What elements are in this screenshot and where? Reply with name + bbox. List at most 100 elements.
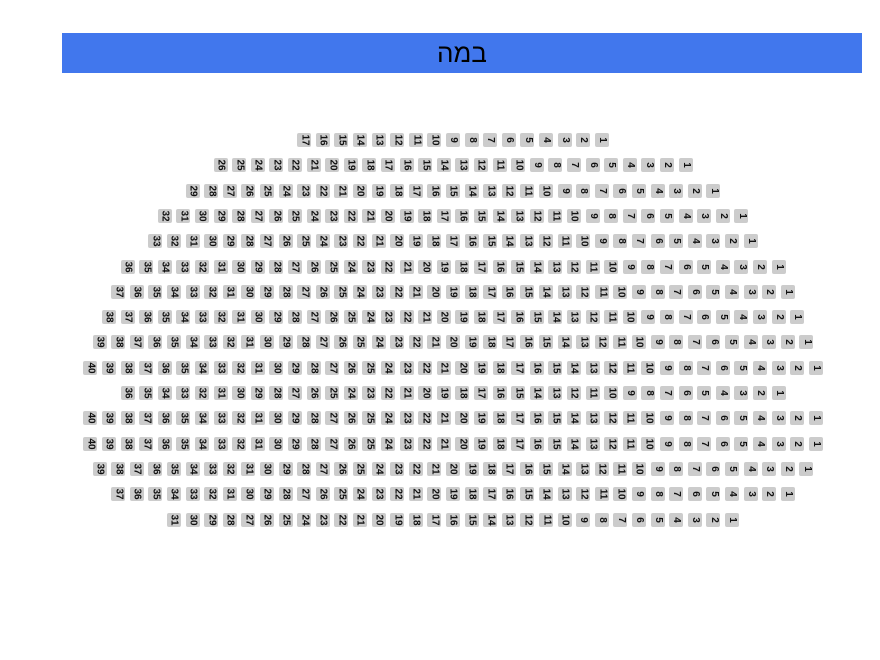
seat-row-14-21[interactable]: 21 bbox=[427, 461, 442, 476]
seat-row-12-17[interactable]: 17 bbox=[511, 411, 526, 426]
seat-row-9-20[interactable]: 20 bbox=[446, 335, 460, 350]
seat-row-14-31[interactable]: 31 bbox=[241, 461, 256, 476]
seat-row-10-14[interactable]: 14 bbox=[566, 360, 581, 375]
seat-row-1-5[interactable]: 5 bbox=[520, 133, 535, 147]
seat-row-14-35[interactable]: 35 bbox=[167, 461, 181, 476]
seat-row-11-30[interactable]: 30 bbox=[232, 386, 247, 400]
seat-row-8-12[interactable]: 12 bbox=[585, 310, 600, 325]
seat-row-14-19[interactable]: 19 bbox=[464, 461, 479, 476]
seat-row-13-22[interactable]: 22 bbox=[418, 436, 433, 451]
seat-row-4-9[interactable]: 9 bbox=[585, 208, 600, 223]
seat-row-2-22[interactable]: 22 bbox=[287, 158, 302, 173]
seat-row-15-37[interactable]: 37 bbox=[111, 487, 126, 502]
seat-row-6-33[interactable]: 33 bbox=[176, 259, 191, 274]
seat-row-4-14[interactable]: 14 bbox=[492, 208, 507, 223]
seat-row-11-7[interactable]: 7 bbox=[659, 386, 674, 400]
seat-row-16-31[interactable]: 31 bbox=[167, 512, 181, 527]
seat-row-16-27[interactable]: 27 bbox=[241, 512, 256, 527]
seat-row-5-21[interactable]: 21 bbox=[371, 234, 386, 249]
seat-row-5-30[interactable]: 30 bbox=[204, 234, 219, 249]
seat-row-10-2[interactable]: 2 bbox=[790, 360, 805, 375]
seat-row-6-21[interactable]: 21 bbox=[399, 259, 414, 274]
seat-row-7-35[interactable]: 35 bbox=[148, 284, 163, 299]
seat-row-15-28[interactable]: 28 bbox=[278, 487, 293, 502]
seat-row-7-20[interactable]: 20 bbox=[427, 284, 442, 299]
seat-row-7-7[interactable]: 7 bbox=[669, 284, 684, 299]
seat-row-3-27[interactable]: 27 bbox=[222, 183, 237, 198]
seat-row-12-36[interactable]: 36 bbox=[157, 411, 172, 426]
seat-row-11-26[interactable]: 26 bbox=[306, 386, 321, 400]
seat-row-2-19[interactable]: 19 bbox=[343, 158, 358, 173]
seat-row-11-9[interactable]: 9 bbox=[622, 386, 637, 400]
seat-row-14-30[interactable]: 30 bbox=[260, 461, 274, 476]
seat-row-4-7[interactable]: 7 bbox=[622, 208, 637, 223]
seat-row-6-30[interactable]: 30 bbox=[232, 259, 247, 274]
seat-row-15-36[interactable]: 36 bbox=[129, 487, 144, 502]
seat-row-16-8[interactable]: 8 bbox=[594, 512, 609, 527]
seat-row-4-31[interactable]: 31 bbox=[176, 208, 191, 223]
seat-row-5-14[interactable]: 14 bbox=[501, 234, 516, 249]
seat-row-16-11[interactable]: 11 bbox=[539, 512, 553, 527]
seat-row-14-22[interactable]: 22 bbox=[408, 461, 423, 476]
seat-row-9-4[interactable]: 4 bbox=[743, 335, 758, 350]
seat-row-6-16[interactable]: 16 bbox=[492, 259, 507, 274]
seat-row-1-13[interactable]: 13 bbox=[371, 133, 386, 147]
seat-row-3-22[interactable]: 22 bbox=[315, 183, 330, 198]
seat-row-15-29[interactable]: 29 bbox=[260, 487, 274, 502]
seat-row-7-14[interactable]: 14 bbox=[539, 284, 553, 299]
seat-row-10-8[interactable]: 8 bbox=[678, 360, 693, 375]
seat-row-3-3[interactable]: 3 bbox=[669, 183, 684, 198]
seat-row-7-37[interactable]: 37 bbox=[111, 284, 126, 299]
seat-row-16-1[interactable]: 1 bbox=[725, 512, 739, 527]
seat-row-10-3[interactable]: 3 bbox=[771, 360, 786, 375]
seat-row-7-5[interactable]: 5 bbox=[706, 284, 721, 299]
seat-row-15-14[interactable]: 14 bbox=[539, 487, 553, 502]
seat-row-12-9[interactable]: 9 bbox=[659, 411, 674, 426]
seat-row-5-19[interactable]: 19 bbox=[408, 234, 423, 249]
seat-row-3-15[interactable]: 15 bbox=[446, 183, 460, 198]
seat-row-11-5[interactable]: 5 bbox=[697, 386, 712, 400]
seat-row-16-18[interactable]: 18 bbox=[408, 512, 423, 527]
seat-row-9-2[interactable]: 2 bbox=[780, 335, 795, 350]
seat-row-12-39[interactable]: 39 bbox=[101, 411, 116, 426]
seat-row-15-7[interactable]: 7 bbox=[669, 487, 684, 502]
seat-row-5-13[interactable]: 13 bbox=[520, 234, 535, 249]
seat-row-10-4[interactable]: 4 bbox=[752, 360, 767, 375]
seat-row-12-1[interactable]: 1 bbox=[808, 411, 823, 426]
seat-row-5-5[interactable]: 5 bbox=[669, 234, 684, 249]
seat-row-9-17[interactable]: 17 bbox=[501, 335, 516, 350]
seat-row-10-7[interactable]: 7 bbox=[697, 360, 712, 375]
seat-row-5-29[interactable]: 29 bbox=[222, 234, 237, 249]
seat-row-5-25[interactable]: 25 bbox=[297, 234, 312, 249]
seat-row-4-25[interactable]: 25 bbox=[287, 208, 302, 223]
seat-row-14-11[interactable]: 11 bbox=[613, 461, 628, 476]
seat-row-2-8[interactable]: 8 bbox=[548, 158, 563, 173]
seat-row-15-4[interactable]: 4 bbox=[725, 487, 739, 502]
seat-row-4-12[interactable]: 12 bbox=[529, 208, 544, 223]
seat-row-8-14[interactable]: 14 bbox=[548, 310, 563, 325]
seat-row-9-10[interactable]: 10 bbox=[632, 335, 646, 350]
seat-row-1-9[interactable]: 9 bbox=[446, 133, 460, 147]
seat-row-14-23[interactable]: 23 bbox=[390, 461, 405, 476]
seat-row-15-1[interactable]: 1 bbox=[780, 487, 795, 502]
seat-row-8-24[interactable]: 24 bbox=[362, 310, 377, 325]
seat-row-16-25[interactable]: 25 bbox=[278, 512, 293, 527]
seat-row-11-11[interactable]: 11 bbox=[585, 386, 600, 400]
seat-row-12-37[interactable]: 37 bbox=[139, 411, 154, 426]
seat-row-9-11[interactable]: 11 bbox=[613, 335, 628, 350]
seat-row-6-18[interactable]: 18 bbox=[455, 259, 470, 274]
seat-row-15-15[interactable]: 15 bbox=[520, 487, 535, 502]
seat-row-8-36[interactable]: 36 bbox=[139, 310, 154, 325]
seat-row-15-13[interactable]: 13 bbox=[557, 487, 572, 502]
seat-row-16-17[interactable]: 17 bbox=[427, 512, 442, 527]
seat-row-10-12[interactable]: 12 bbox=[604, 360, 619, 375]
seat-row-7-2[interactable]: 2 bbox=[762, 284, 777, 299]
seat-row-4-17[interactable]: 17 bbox=[436, 208, 451, 223]
seat-row-2-7[interactable]: 7 bbox=[566, 158, 581, 173]
seat-row-11-6[interactable]: 6 bbox=[678, 386, 693, 400]
seat-row-9-18[interactable]: 18 bbox=[483, 335, 498, 350]
seat-row-12-32[interactable]: 32 bbox=[232, 411, 247, 426]
seat-row-8-3[interactable]: 3 bbox=[752, 310, 767, 325]
seat-row-14-4[interactable]: 4 bbox=[743, 461, 758, 476]
seat-row-6-29[interactable]: 29 bbox=[250, 259, 265, 274]
